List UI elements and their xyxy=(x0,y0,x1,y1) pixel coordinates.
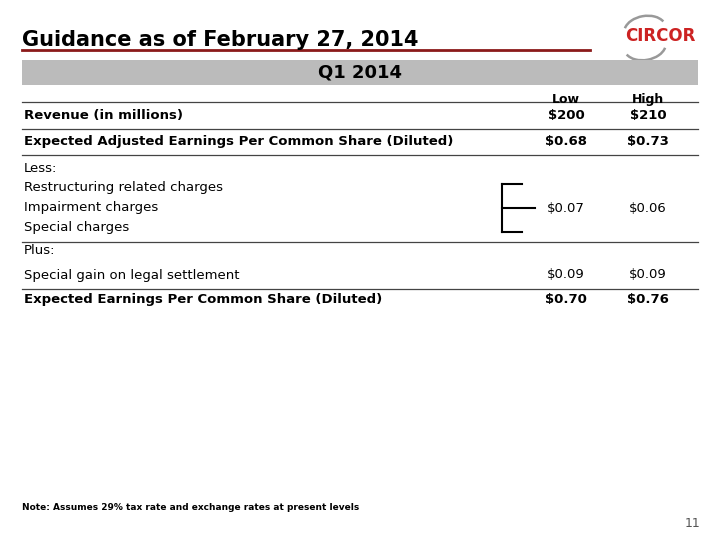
Text: $0.09: $0.09 xyxy=(629,268,667,281)
Text: Special charges: Special charges xyxy=(24,221,130,234)
Text: $210: $210 xyxy=(630,109,666,122)
Text: CIRCOR: CIRCOR xyxy=(625,27,696,45)
Text: $0.70: $0.70 xyxy=(545,294,587,307)
Text: Less:: Less: xyxy=(24,161,58,174)
Text: Q1 2014: Q1 2014 xyxy=(318,64,402,82)
Text: Expected Earnings Per Common Share (Diluted): Expected Earnings Per Common Share (Dilu… xyxy=(24,294,382,307)
Bar xyxy=(22,60,698,85)
Text: Special gain on legal settlement: Special gain on legal settlement xyxy=(24,268,240,281)
Text: Plus:: Plus: xyxy=(24,245,55,258)
Text: $0.07: $0.07 xyxy=(547,201,585,214)
Text: $0.76: $0.76 xyxy=(627,294,669,307)
Text: Note: Assumes 29% tax rate and exchange rates at present levels: Note: Assumes 29% tax rate and exchange … xyxy=(22,503,359,512)
Text: High: High xyxy=(632,93,664,106)
Text: Expected Adjusted Earnings Per Common Share (Diluted): Expected Adjusted Earnings Per Common Sh… xyxy=(24,136,454,148)
Text: Restructuring related charges: Restructuring related charges xyxy=(24,181,223,194)
Text: $0.68: $0.68 xyxy=(545,136,587,148)
Text: $0.09: $0.09 xyxy=(547,268,585,281)
Text: $200: $200 xyxy=(548,109,585,122)
Text: 11: 11 xyxy=(684,517,700,530)
Text: Impairment charges: Impairment charges xyxy=(24,201,158,214)
Text: Revenue (in millions): Revenue (in millions) xyxy=(24,109,183,122)
Text: $0.06: $0.06 xyxy=(629,201,667,214)
Text: Low: Low xyxy=(552,93,580,106)
Text: $0.73: $0.73 xyxy=(627,136,669,148)
Text: Guidance as of February 27, 2014: Guidance as of February 27, 2014 xyxy=(22,30,418,50)
